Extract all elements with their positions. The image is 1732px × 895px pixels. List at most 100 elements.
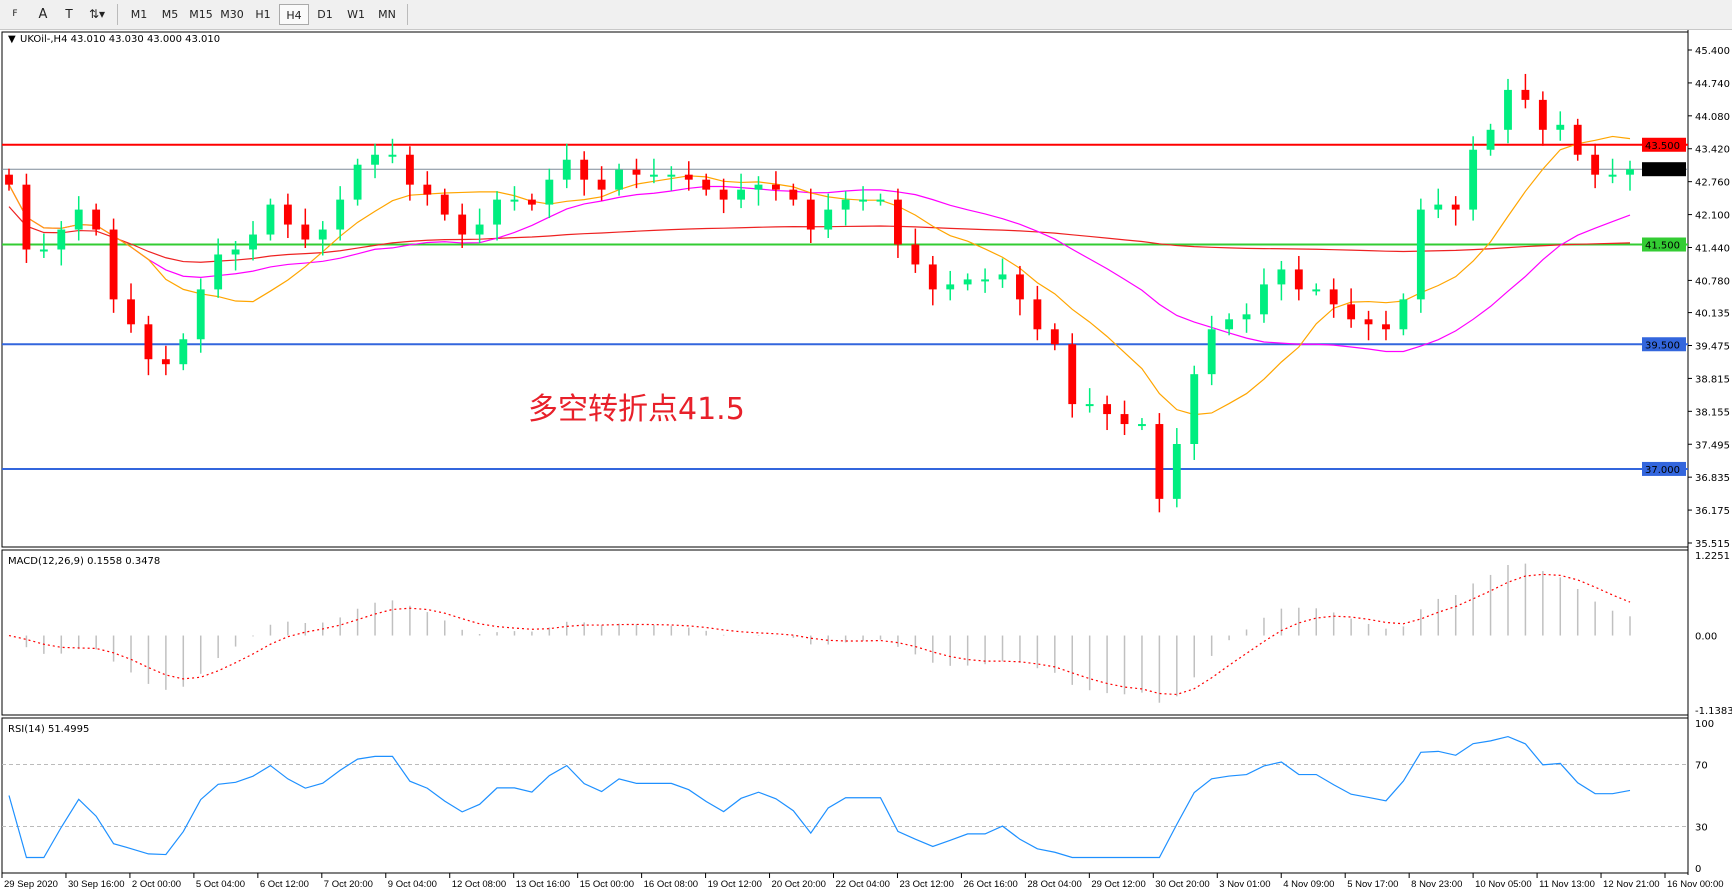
time-tick-label: 13 Oct 16:00 <box>516 879 570 890</box>
timeframe-m30-button[interactable]: M30 <box>220 8 244 21</box>
time-tick-label: 4 Nov 09:00 <box>1283 879 1334 890</box>
macd-tick-label: -1.1383 <box>1695 706 1732 717</box>
time-tick-label: 9 Oct 04:00 <box>388 879 437 890</box>
candle-bearish <box>894 199 902 245</box>
timeframe-m15-button[interactable]: M15 <box>189 8 213 21</box>
price-tick-label: 39.475 <box>1695 342 1730 353</box>
timeframe-w1-button[interactable]: W1 <box>347 8 365 21</box>
price-tick-label: 42.100 <box>1695 211 1730 222</box>
candle-bullish <box>981 279 990 282</box>
time-tick-label: 5 Oct 04:00 <box>196 879 245 890</box>
rsi-tick-label: 0 <box>1695 864 1701 875</box>
symbol-menu-icon: ▼ <box>8 34 16 45</box>
candle-bullish <box>667 174 676 177</box>
current-price-tag <box>1642 162 1686 177</box>
candle-bullish <box>824 209 833 230</box>
candle-bearish <box>301 224 310 240</box>
time-tick-label: 16 Nov 00:00 <box>1667 879 1724 890</box>
price-tick-label: 38.815 <box>1695 374 1730 385</box>
candle-bullish <box>179 339 188 365</box>
candle-bullish <box>1469 149 1478 210</box>
level-tag-41.500-text: 41.500 <box>1645 241 1680 252</box>
candle-bullish <box>493 199 501 225</box>
candle-bearish <box>1068 344 1077 405</box>
candle-bearish <box>144 324 153 360</box>
candle-bearish <box>719 189 728 200</box>
candle-bearish <box>911 244 920 265</box>
time-tick-label: 10 Nov 05:00 <box>1475 879 1532 890</box>
level-tag-41.500 <box>1642 237 1686 252</box>
candle-bullish <box>231 249 240 255</box>
candle-bearish <box>5 174 13 185</box>
candle-bearish <box>161 359 170 365</box>
candle-bearish <box>1591 154 1600 175</box>
candle-bearish <box>1538 99 1547 130</box>
text-label-icon[interactable]: T <box>65 7 73 21</box>
candle-bullish <box>859 199 867 202</box>
candle-bearish <box>580 159 589 180</box>
candle-bearish <box>928 264 937 290</box>
timeframe-m5-button[interactable]: M5 <box>161 8 179 21</box>
candle-bearish <box>283 204 292 225</box>
candle-bullish <box>1312 289 1321 292</box>
arrows-dropdown-icon[interactable]: ⇅▾ <box>88 7 106 21</box>
candle-bullish <box>266 204 275 235</box>
time-tick-label: 23 Oct 12:00 <box>899 879 953 890</box>
candle-bearish <box>527 199 536 205</box>
time-tick-label: 12 Nov 21:00 <box>1603 879 1660 890</box>
candle-bullish <box>841 199 850 210</box>
candle-bullish <box>754 184 763 190</box>
chart-area[interactable]: 45.400 44.740 44.080 43.420 42.760 42.100 41.4… <box>0 30 1732 895</box>
rsi-title: RSI(14) 51.4995 <box>8 724 89 735</box>
time-tick-label: 16 Oct 08:00 <box>644 879 698 890</box>
price-tick-label: 36.835 <box>1695 473 1730 484</box>
candle-bearish <box>1294 269 1303 290</box>
candle-bearish <box>1347 304 1356 320</box>
fibonacci-fan-icon[interactable]: F <box>12 9 18 19</box>
time-tick-label: 12 Oct 08:00 <box>452 879 506 890</box>
price-tick-label: 40.780 <box>1695 276 1730 287</box>
candle-bullish <box>388 154 397 157</box>
timeframe-mn-button[interactable]: MN <box>378 8 396 21</box>
current-price-tag-text: 43.010 <box>1645 165 1680 176</box>
candle-bullish <box>1242 314 1251 320</box>
candle-bullish <box>371 154 379 165</box>
candle-bearish <box>1382 324 1390 330</box>
text-icon[interactable]: A <box>38 7 48 22</box>
timeframe-h4-button[interactable]: H4 <box>279 4 309 25</box>
candle-bearish <box>1033 299 1042 330</box>
time-tick-label: 29 Sep 2020 <box>4 879 58 890</box>
candle-bearish <box>423 184 432 195</box>
timeframe-m1-button[interactable]: M1 <box>130 8 148 21</box>
rsi-pane <box>1 717 1689 874</box>
price-tick-label: 35.515 <box>1695 539 1730 550</box>
timeframe-d1-button[interactable]: D1 <box>317 8 333 21</box>
time-tick-label: 30 Sep 16:00 <box>68 879 125 890</box>
price-tick-label: 38.155 <box>1695 407 1730 418</box>
candle-bearish <box>806 199 815 230</box>
time-tick-label: 3 Nov 01:00 <box>1219 879 1270 890</box>
candle-bearish <box>684 174 693 180</box>
level-tag-37.000 <box>1642 461 1686 476</box>
rsi-tick-label: 100 <box>1695 719 1714 730</box>
time-tick-label: 2 Oct 00:00 <box>132 879 181 890</box>
candle-bullish <box>1416 209 1425 300</box>
candle-bullish <box>74 209 83 230</box>
candle-bearish <box>772 184 780 190</box>
candle-bullish <box>57 229 66 250</box>
level-tag-39.500-text: 39.500 <box>1645 340 1680 351</box>
candle-bullish <box>562 159 571 180</box>
candle-bullish <box>1172 444 1181 499</box>
candle-bullish <box>876 199 885 202</box>
time-tick-label: 5 Nov 17:00 <box>1347 879 1398 890</box>
candle-bullish <box>353 164 362 200</box>
candle-bullish <box>510 199 519 202</box>
time-tick-label: 8 Nov 23:00 <box>1411 879 1462 890</box>
timeframe-h1-button[interactable]: H1 <box>255 8 271 21</box>
time-tick-label: 29 Oct 12:00 <box>1091 879 1145 890</box>
ma-slow-line <box>8 206 1631 263</box>
toolbar-separator <box>117 4 118 25</box>
candle-bearish <box>440 194 449 215</box>
toolbar: F A T ⇅▾ M1 M5 M15 M30 H1 H4 D1 W1 MN <box>0 0 1732 30</box>
candle-bullish <box>1190 374 1199 445</box>
